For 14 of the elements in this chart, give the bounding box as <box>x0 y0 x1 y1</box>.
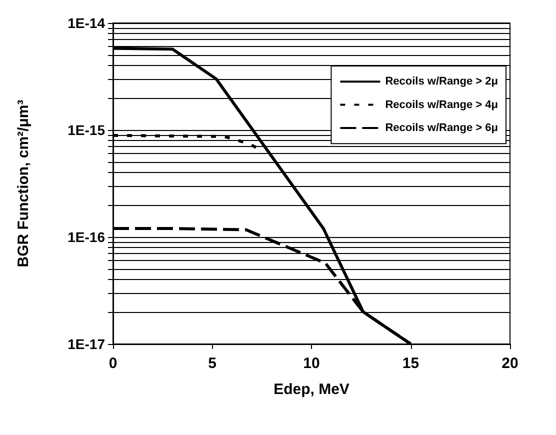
legend-label: Recoils w/Range > 6μ <box>385 122 498 134</box>
y-tick-label: 1E-17 <box>68 336 106 352</box>
x-tick-label: 10 <box>303 355 320 372</box>
x-tick-label: 20 <box>502 355 518 372</box>
x-tick-label: 5 <box>208 355 216 372</box>
y-tick-label: 1E-15 <box>68 122 106 138</box>
y-axis-title: BGR Function, cm²/μm³ <box>15 100 32 268</box>
y-tick-label: 1E-14 <box>68 15 106 31</box>
x-tick-label: 0 <box>108 355 118 372</box>
legend-label: Recoils w/Range > 2μ <box>385 76 498 88</box>
legend-label: Recoils w/Range > 4μ <box>385 98 498 111</box>
x-axis-title: Edep, MeV <box>274 381 350 398</box>
y-tick-label: 1E-16 <box>68 229 106 245</box>
x-tick-label: 15 <box>402 355 420 372</box>
